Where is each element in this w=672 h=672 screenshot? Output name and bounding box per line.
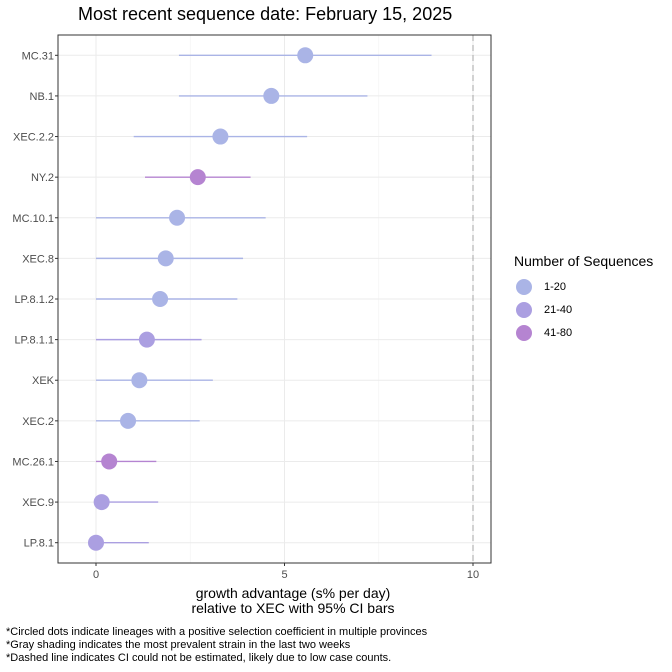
y-tick-label: LP.8.1.1 xyxy=(14,335,54,347)
chart-title: Most recent sequence date: February 15, … xyxy=(78,4,453,24)
point-NB.1 xyxy=(263,87,280,104)
y-tick-label: MC.10.1 xyxy=(12,213,54,225)
point-XEC.8 xyxy=(157,250,174,267)
legend-dot-icon xyxy=(516,302,532,318)
y-tick-label: LP.8.1.2 xyxy=(14,294,54,306)
x-axis-label-line2: relative to XEC with 95% CI bars xyxy=(191,600,395,616)
x-tick-label: 5 xyxy=(281,569,287,581)
point-MC.26.1 xyxy=(101,453,118,470)
point-MC.31 xyxy=(297,47,314,64)
legend-item-41-80: 41-80 xyxy=(516,324,572,342)
plot-border xyxy=(57,34,492,564)
y-tick-label: XEC.2.2 xyxy=(13,132,54,144)
x-tick-label: 0 xyxy=(93,569,99,581)
point-LP.8.1 xyxy=(88,534,104,551)
point-NY.2 xyxy=(189,169,206,186)
y-tick-label: MC.26.1 xyxy=(12,456,54,468)
point-XEC.2 xyxy=(120,412,137,429)
y-tick-label: NB.1 xyxy=(30,91,54,103)
footnote-circled-dots: *Circled dots indicate lineages with a p… xyxy=(6,626,428,638)
y-tick-label: XEC.9 xyxy=(22,497,54,509)
point-MC.10.1 xyxy=(169,209,186,226)
legend-label: 41-80 xyxy=(544,327,573,339)
legend-item-21-40: 21-40 xyxy=(516,301,572,319)
y-tick-label: NY.2 xyxy=(31,172,54,184)
y-tick-label: XEK xyxy=(32,375,55,387)
point-LP.8.1.2 xyxy=(152,291,169,307)
legend-label: 1-20 xyxy=(544,281,567,293)
legend-title: Number of Sequences xyxy=(514,253,654,269)
y-tick-label: XEC.8 xyxy=(22,253,54,265)
y-tick-label: MC.31 xyxy=(22,50,54,62)
x-axis-label-line1: growth advantage (s% per day) xyxy=(195,585,391,601)
x-tick-label: 10 xyxy=(467,569,479,581)
legend-dot-icon xyxy=(516,325,532,341)
footnote-gray-shading: *Gray shading indicates the most prevale… xyxy=(6,639,351,651)
y-tick-label: XEC.2 xyxy=(22,416,54,428)
legend-dot-icon xyxy=(516,279,532,295)
point-XEK xyxy=(131,372,148,389)
point-XEC.9 xyxy=(93,494,110,511)
footnote-dashed-line: *Dashed line indicates CI could not be e… xyxy=(6,652,392,664)
y-tick-label: LP.8.1 xyxy=(24,538,54,550)
point-LP.8.1.1 xyxy=(138,331,155,348)
legend-item-1-20: 1-20 xyxy=(516,278,566,296)
point-XEC.2.2 xyxy=(212,128,229,145)
legend-label: 21-40 xyxy=(544,304,573,316)
